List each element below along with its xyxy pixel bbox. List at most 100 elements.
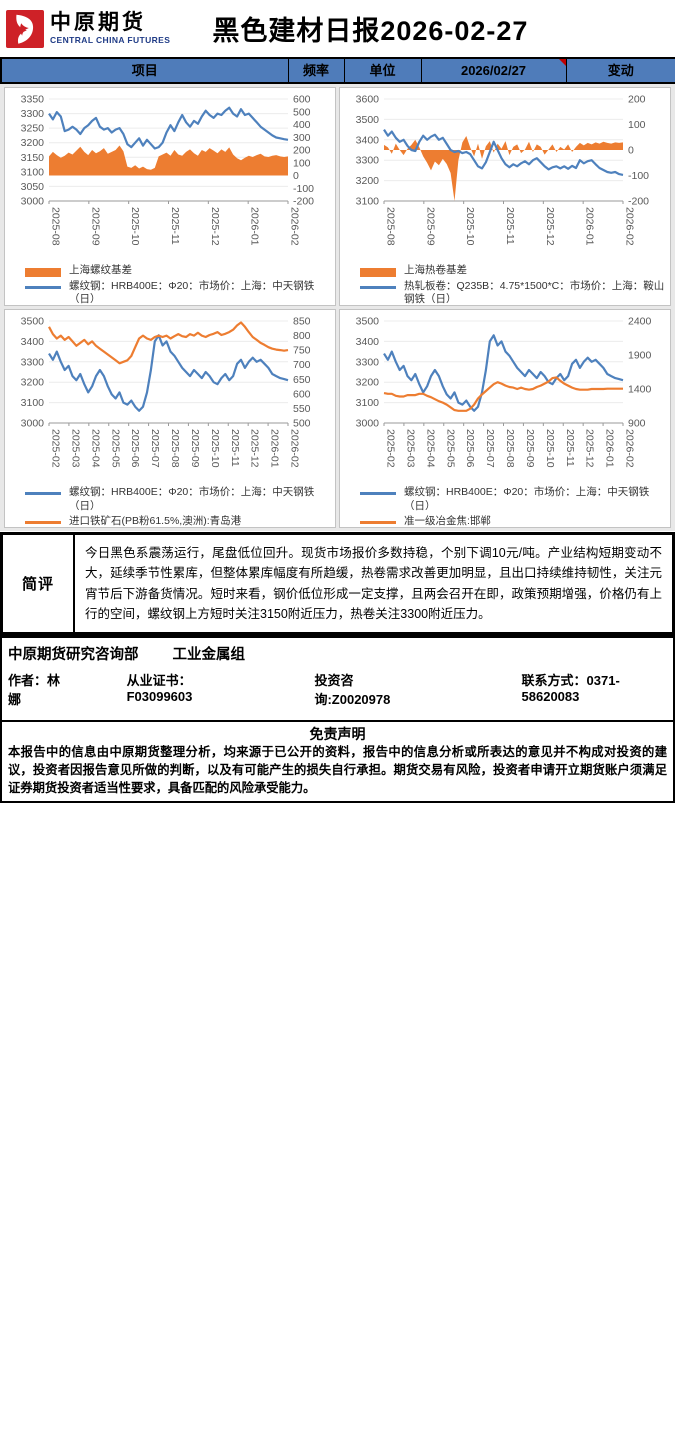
svg-text:2025-07: 2025-07	[149, 429, 161, 468]
svg-text:850: 850	[293, 316, 311, 328]
svg-text:2025-11: 2025-11	[564, 429, 576, 467]
legend-label: 准一级冶金焦:邯郸	[404, 515, 491, 528]
svg-text:3200: 3200	[356, 377, 380, 389]
legend-label: 热轧板卷：Q235B：4.75*1500*C：市场价：上海：鞍山钢铁（日）	[404, 279, 665, 306]
svg-text:400: 400	[293, 119, 311, 131]
svg-text:2025-10: 2025-10	[544, 429, 556, 468]
svg-text:2025-09: 2025-09	[189, 429, 201, 468]
svg-text:2025-09: 2025-09	[89, 207, 101, 246]
svg-text:2025-08: 2025-08	[50, 207, 62, 246]
comment-text: 今日黑色系震荡运行，尾盘低位回升。现货市场报价多数持稳，个别下调10元/吨。产业…	[85, 546, 662, 621]
svg-text:200: 200	[293, 145, 311, 157]
author: 作者：林娜	[8, 673, 61, 707]
footer-info: 中原期货研究咨询部 工业金属组 作者：林娜 从业证书：F03099603 投资咨…	[0, 635, 675, 722]
svg-text:100: 100	[293, 157, 311, 169]
svg-text:2025-12: 2025-12	[209, 207, 221, 246]
col-header-change: 变动	[565, 57, 675, 84]
comment-section: 简评 今日黑色系震荡运行，尾盘低位回升。现货市场报价多数持稳，个别下调10元/吨…	[0, 532, 675, 635]
group-name: 工业金属组	[172, 647, 246, 663]
col-header-freq: 频率	[287, 57, 345, 84]
chart-legend: 螺纹钢：HRB400E：Φ20：市场价：上海：中天钢铁（日） 进口铁矿石(PB粉6…	[5, 482, 335, 528]
svg-text:3350: 3350	[21, 94, 45, 106]
svg-text:2025-08: 2025-08	[169, 429, 181, 468]
svg-text:3000: 3000	[21, 196, 45, 208]
chart-canvas: 3350330032503200315031003050300060050040…	[21, 94, 315, 246]
svg-text:3500: 3500	[356, 316, 380, 328]
svg-text:600: 600	[293, 94, 311, 106]
svg-text:1400: 1400	[628, 384, 652, 396]
svg-text:3500: 3500	[356, 114, 380, 126]
svg-text:-100: -100	[628, 170, 649, 182]
chart-canvas: 3500340033003200310030002400190014009002…	[356, 316, 652, 468]
svg-text:3100: 3100	[21, 397, 45, 409]
line-swatch-icon	[25, 285, 61, 289]
col-header-item: 项目	[0, 57, 289, 84]
svg-text:3300: 3300	[21, 108, 45, 120]
svg-text:2025-12: 2025-12	[249, 429, 261, 468]
svg-text:2025-05: 2025-05	[109, 429, 121, 468]
svg-text:3300: 3300	[356, 155, 380, 167]
svg-text:2025-10: 2025-10	[129, 207, 141, 246]
svg-text:3250: 3250	[21, 123, 45, 135]
legend-label: 螺纹钢：HRB400E：Φ20：市场价：上海：中天钢铁（日）	[404, 486, 650, 512]
legend-item: 螺纹钢：HRB400E：Φ20：市场价：上海：中天钢铁（日）	[25, 486, 331, 513]
area-swatch-icon	[25, 268, 61, 277]
advisory-cert: 投资咨询:Z0020978	[314, 673, 391, 707]
svg-text:2025-10: 2025-10	[209, 429, 221, 468]
svg-text:3400: 3400	[356, 336, 380, 348]
legend-item: 上海螺纹基差	[25, 264, 331, 278]
table-header-row: 项目 频率 单位 2026/02/27 变动	[0, 57, 675, 84]
area-swatch-icon	[360, 268, 396, 277]
svg-text:3400: 3400	[21, 336, 45, 348]
svg-text:2025-06: 2025-06	[464, 429, 476, 468]
legend-label: 螺纹钢：HRB400E：Φ20：市场价：上海：中天钢铁（日）	[69, 486, 315, 512]
svg-text:2025-02: 2025-02	[50, 429, 62, 468]
svg-text:2026-01: 2026-01	[584, 207, 596, 246]
svg-text:2026-01: 2026-01	[269, 429, 281, 468]
svg-text:3600: 3600	[356, 94, 380, 106]
col-header-unit: 单位	[343, 57, 422, 84]
svg-text:2025-06: 2025-06	[129, 429, 141, 468]
svg-text:2026-01: 2026-01	[249, 207, 261, 246]
svg-text:2025-04: 2025-04	[89, 429, 101, 468]
svg-text:3500: 3500	[21, 316, 45, 328]
svg-text:3100: 3100	[356, 196, 380, 208]
contact: 联系方式：0371-58620083	[521, 673, 620, 704]
legend-label: 上海螺纹基差	[69, 264, 132, 276]
legend-label: 进口铁矿石(PB粉61.5%,澳洲):青岛港	[69, 515, 242, 528]
svg-text:2025-10: 2025-10	[464, 207, 476, 246]
svg-text:3300: 3300	[21, 356, 45, 368]
svg-text:700: 700	[293, 359, 311, 371]
col-header-date: 2026/02/27	[420, 57, 567, 84]
legend-item: 上海热卷基差	[360, 264, 666, 278]
chart-canvas: 3600 3500 3400 3300 3200 3100 200 100 0 -100 -200 2…	[356, 94, 650, 246]
svg-text:-200: -200	[628, 196, 649, 208]
chart-rebar-vs-iron-ore: 3500 3400 3300 3200 3100 3000 850 800 750 700 650 6…	[4, 309, 336, 528]
line-swatch-icon	[360, 492, 396, 495]
svg-text:3000: 3000	[21, 418, 45, 430]
svg-text:0: 0	[293, 170, 299, 182]
svg-text:100: 100	[628, 119, 646, 131]
svg-text:3400: 3400	[356, 134, 380, 146]
svg-text:200: 200	[628, 94, 646, 106]
svg-text:2025-07: 2025-07	[484, 429, 496, 468]
legend-item: 螺纹钢：HRB400E：Φ20：市场价：上海：中天钢铁（日）	[25, 280, 331, 305]
legend-item: 螺纹钢：HRB400E：Φ20：市场价：上海：中天钢铁（日）	[360, 486, 666, 513]
line-swatch-icon	[360, 521, 396, 525]
svg-text:0: 0	[628, 145, 634, 157]
logo-flame-icon	[6, 9, 44, 48]
svg-text:650: 650	[293, 374, 311, 386]
company-logo: 中原期货 CENTRAL CHINA FUTURES	[6, 9, 171, 48]
svg-text:550: 550	[293, 403, 311, 415]
chart-canvas: 3500 3400 3300 3200 3100 3000 850 800 750 700 650 6…	[21, 316, 311, 468]
report-table: 项目 频率 单位 2026/02/27 变动	[0, 57, 675, 84]
svg-text:-100: -100	[293, 183, 314, 195]
svg-text:2025-08: 2025-08	[385, 207, 397, 246]
svg-text:3200: 3200	[356, 175, 380, 187]
line-swatch-icon	[25, 492, 61, 495]
legend-item: 热轧板卷：Q235B：4.75*1500*C：市场价：上海：鞍山钢铁（日）	[360, 279, 666, 306]
logo-en-text: CENTRAL CHINA FUTURES	[50, 34, 171, 45]
disclaimer-text: 本报告中的信息由中原期货整理分析，均来源于已公开的资料，报告中的信息分析或所表达…	[8, 745, 667, 795]
comment-label: 简评	[3, 535, 75, 632]
cell-comment-marker-icon	[558, 59, 566, 66]
